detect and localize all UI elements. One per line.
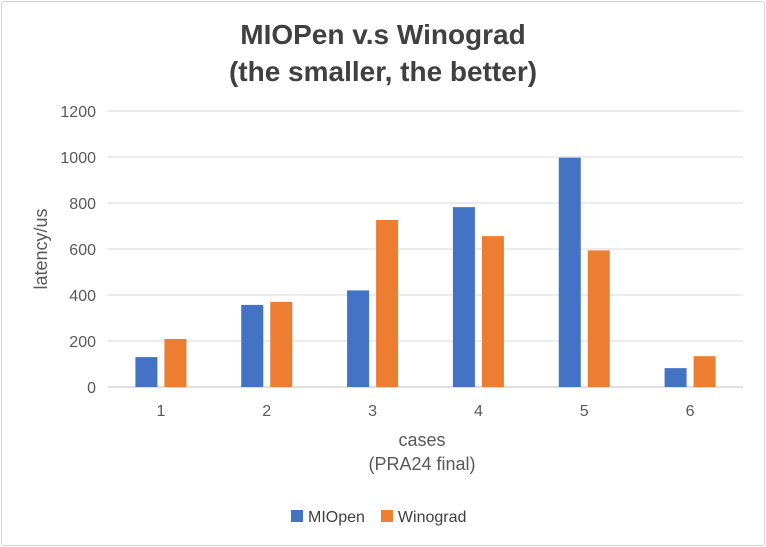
chart-title-line-2: (the smaller, the better) <box>229 56 537 87</box>
legend-swatch-miopen <box>291 510 303 522</box>
y-tick-label: 600 <box>69 242 96 259</box>
bar-miopen <box>135 357 158 387</box>
y-axis-title: latency/us <box>31 208 51 289</box>
bar-winograd <box>164 338 187 387</box>
bar-winograd <box>481 236 504 387</box>
x-tick-label: 3 <box>368 403 377 420</box>
y-tick-label: 0 <box>87 380 96 397</box>
bar-winograd <box>270 301 293 387</box>
y-tick-label: 400 <box>69 288 96 305</box>
bar-miopen <box>558 157 581 387</box>
bar-miopen <box>241 304 264 387</box>
x-axis-title-line-1: cases <box>398 430 445 450</box>
legend-swatch-winograd <box>380 510 393 522</box>
gridlines <box>108 110 743 388</box>
y-tick-label: 800 <box>69 196 96 213</box>
bar-winograd <box>693 356 716 387</box>
bar-miopen <box>452 207 475 387</box>
bar-miopen <box>347 290 370 387</box>
legend: MIOpen Winograd <box>291 509 466 526</box>
x-tick-label: 5 <box>580 403 589 420</box>
x-tick-label: 2 <box>262 403 271 420</box>
y-tick-label: 1200 <box>60 104 96 121</box>
x-axis-title-line-2: (PRA24 final) <box>368 454 475 474</box>
bar-winograd <box>376 220 399 387</box>
y-tick-label: 1000 <box>60 150 96 167</box>
y-tick-labels: 0 200 400 600 800 1000 1200 <box>60 104 96 397</box>
legend-label-winograd: Winograd <box>398 509 466 526</box>
bars <box>135 157 716 387</box>
bar-miopen <box>664 368 687 387</box>
x-tick-label: 6 <box>686 403 695 420</box>
bar-winograd <box>587 250 610 387</box>
x-tick-label: 1 <box>156 403 165 420</box>
x-tick-labels: 1 2 3 4 5 6 <box>156 403 694 420</box>
y-tick-label: 200 <box>69 334 96 351</box>
legend-label-miopen: MIOpen <box>308 509 365 526</box>
chart-title-line-1: MIOPen v.s Winograd <box>240 19 525 50</box>
x-tick-label: 4 <box>474 403 483 420</box>
